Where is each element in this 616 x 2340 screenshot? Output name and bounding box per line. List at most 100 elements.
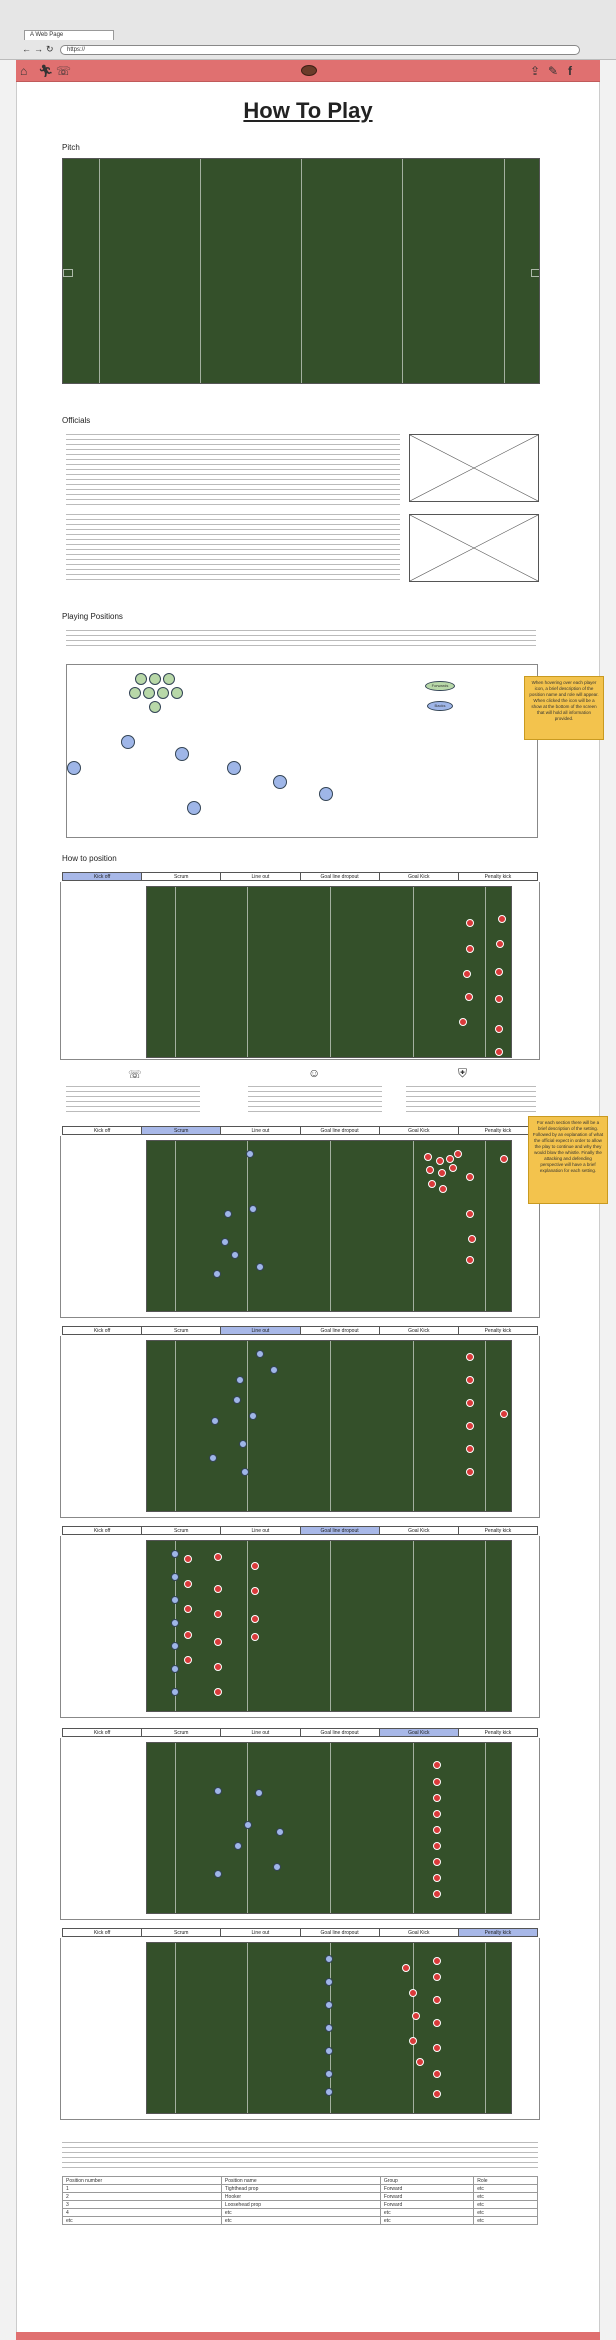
- player-marker[interactable]: [224, 1210, 233, 1218]
- player-marker[interactable]: [325, 1954, 334, 1963]
- player-icon[interactable]: [163, 673, 175, 685]
- player-marker[interactable]: [325, 2023, 334, 2032]
- player-marker[interactable]: [439, 1184, 448, 1193]
- player-marker[interactable]: [459, 1018, 468, 1027]
- tab-line-out[interactable]: Line out: [221, 873, 301, 880]
- player-marker[interactable]: [466, 1256, 475, 1264]
- tab-goal-kick[interactable]: Goal Kick: [380, 1327, 459, 1334]
- player-marker[interactable]: [412, 2012, 421, 2020]
- browser-tab[interactable]: A Web Page: [24, 30, 114, 40]
- player-icon[interactable]: [149, 701, 161, 713]
- player-icon[interactable]: [175, 747, 189, 761]
- tab-line-out[interactable]: Line out: [221, 1527, 301, 1534]
- tab-goal-kick[interactable]: Goal Kick: [380, 1929, 459, 1936]
- back-icon[interactable]: ←: [22, 44, 31, 54]
- player-icon[interactable]: [149, 673, 161, 685]
- player-marker[interactable]: [214, 1662, 223, 1671]
- player-marker[interactable]: [466, 1173, 475, 1182]
- player-marker[interactable]: [466, 1444, 475, 1453]
- player-marker[interactable]: [464, 992, 473, 1001]
- player-marker[interactable]: [251, 1614, 260, 1623]
- tab-kick-off[interactable]: Kick off: [63, 1127, 143, 1134]
- player-marker[interactable]: [254, 1789, 263, 1797]
- player-marker[interactable]: [432, 1777, 441, 1786]
- player-marker[interactable]: [425, 1166, 434, 1175]
- tab-goal-line-dropout[interactable]: Goal line dropout: [301, 1327, 380, 1334]
- player-icon[interactable]: [273, 775, 287, 789]
- player-marker[interactable]: [466, 1352, 475, 1361]
- tab-goal-kick[interactable]: Goal Kick: [380, 873, 459, 880]
- player-marker[interactable]: [214, 1688, 223, 1697]
- player-marker[interactable]: [432, 1809, 441, 1818]
- tab-kick-off[interactable]: Kick off: [63, 1729, 143, 1736]
- forwards-chip[interactable]: Forwards: [425, 681, 455, 691]
- player-icon[interactable]: [157, 687, 169, 699]
- player-marker[interactable]: [214, 1552, 223, 1561]
- address-bar[interactable]: https://: [60, 45, 580, 55]
- tab-goal-line-dropout[interactable]: Goal line dropout: [300, 1527, 380, 1534]
- player-icon[interactable]: [187, 801, 201, 815]
- player-marker[interactable]: [256, 1262, 265, 1271]
- player-marker[interactable]: [432, 1825, 441, 1834]
- backs-chip[interactable]: Backs: [427, 701, 453, 711]
- player-marker[interactable]: [214, 1869, 223, 1878]
- player-marker[interactable]: [402, 1963, 411, 1972]
- player-marker[interactable]: [437, 1168, 446, 1177]
- tab-goal-kick[interactable]: Goal Kick: [380, 1127, 459, 1134]
- player-marker[interactable]: [325, 2087, 334, 2096]
- player-marker[interactable]: [415, 2058, 424, 2066]
- player-marker[interactable]: [170, 1550, 179, 1559]
- player-marker[interactable]: [170, 1596, 179, 1605]
- forward-icon[interactable]: →: [34, 44, 43, 54]
- player-marker[interactable]: [466, 1375, 475, 1384]
- player-marker[interactable]: [325, 2069, 334, 2078]
- player-marker[interactable]: [249, 1205, 258, 1214]
- player-marker[interactable]: [462, 969, 471, 978]
- player-marker[interactable]: [234, 1841, 243, 1850]
- player-marker[interactable]: [212, 1269, 221, 1278]
- player-marker[interactable]: [239, 1439, 248, 1448]
- player-marker[interactable]: [210, 1416, 219, 1425]
- player-marker[interactable]: [249, 1412, 258, 1421]
- tab-scrum[interactable]: Scrum: [142, 873, 222, 880]
- player-marker[interactable]: [432, 1874, 441, 1883]
- tab-scrum[interactable]: Scrum: [142, 1929, 222, 1936]
- player-marker[interactable]: [432, 1956, 441, 1965]
- player-marker[interactable]: [432, 2069, 441, 2078]
- player-marker[interactable]: [325, 1977, 334, 1986]
- player-marker[interactable]: [251, 1561, 260, 1570]
- player-marker[interactable]: [499, 1410, 508, 1418]
- player-marker[interactable]: [424, 1152, 433, 1161]
- tab-kick-off[interactable]: Kick off: [63, 873, 143, 880]
- player-marker[interactable]: [494, 1048, 503, 1056]
- player-marker[interactable]: [435, 1157, 444, 1166]
- tab-line-out[interactable]: Line out: [221, 1729, 301, 1736]
- home-icon[interactable]: ⌂: [20, 64, 28, 78]
- player-marker[interactable]: [432, 1761, 441, 1770]
- player-marker[interactable]: [214, 1584, 223, 1593]
- player-marker[interactable]: [236, 1375, 245, 1384]
- player-marker[interactable]: [170, 1665, 179, 1674]
- player-marker[interactable]: [432, 1972, 441, 1981]
- player-marker[interactable]: [244, 1821, 253, 1830]
- player-marker[interactable]: [409, 2037, 418, 2046]
- player-marker[interactable]: [209, 1453, 218, 1462]
- player-marker[interactable]: [466, 1398, 475, 1407]
- upload-icon[interactable]: ⇪: [530, 64, 541, 78]
- player-marker[interactable]: [467, 1235, 476, 1244]
- tab-goal-line-dropout[interactable]: Goal line dropout: [301, 1729, 380, 1736]
- player-marker[interactable]: [170, 1688, 179, 1697]
- player-marker[interactable]: [498, 914, 507, 923]
- player-marker[interactable]: [432, 1890, 441, 1899]
- tab-goal-line-dropout[interactable]: Goal line dropout: [301, 873, 380, 880]
- player-marker[interactable]: [231, 1251, 239, 1260]
- player-icon[interactable]: [319, 787, 333, 801]
- player-marker[interactable]: [183, 1630, 192, 1639]
- player-marker[interactable]: [427, 1180, 436, 1189]
- tab-scrum[interactable]: Scrum: [142, 1527, 222, 1534]
- tab-goal-kick[interactable]: Goal Kick: [379, 1729, 459, 1736]
- player-marker[interactable]: [183, 1656, 192, 1664]
- player-marker[interactable]: [466, 1467, 475, 1476]
- edit-icon[interactable]: ✎: [548, 64, 559, 78]
- player-marker[interactable]: [466, 919, 475, 928]
